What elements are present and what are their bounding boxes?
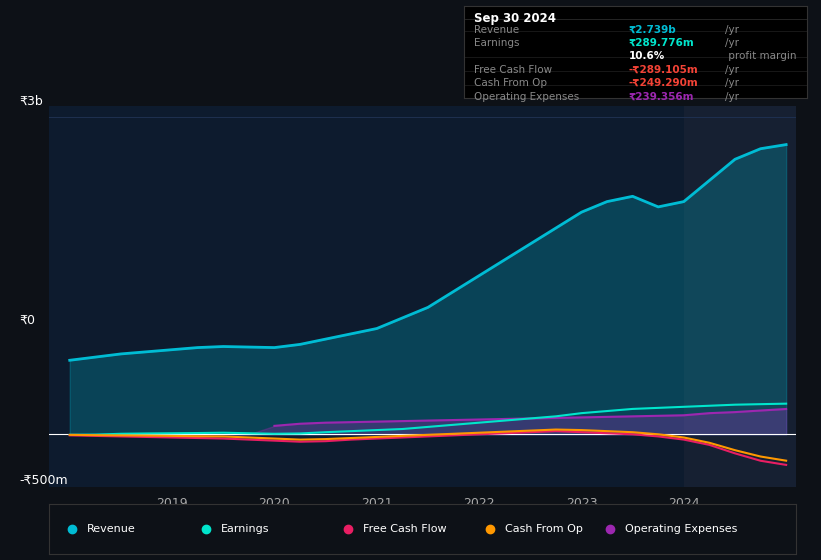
Text: ₹239.356m: ₹239.356m: [629, 91, 694, 101]
Text: Cash From Op: Cash From Op: [505, 524, 583, 534]
Text: -₹500m: -₹500m: [20, 474, 68, 487]
Text: -₹289.105m: -₹289.105m: [629, 65, 699, 74]
Text: Operating Expenses: Operating Expenses: [475, 91, 580, 101]
Text: profit margin: profit margin: [725, 51, 796, 61]
Text: ₹3b: ₹3b: [20, 95, 44, 108]
Text: Revenue: Revenue: [87, 524, 135, 534]
Text: Earnings: Earnings: [475, 38, 520, 48]
Text: Cash From Op: Cash From Op: [475, 78, 547, 88]
Text: /yr: /yr: [725, 91, 739, 101]
Text: Operating Expenses: Operating Expenses: [625, 524, 737, 534]
Text: /yr: /yr: [725, 38, 739, 48]
Text: Revenue: Revenue: [475, 25, 520, 35]
Text: /yr: /yr: [725, 25, 739, 35]
Text: Free Cash Flow: Free Cash Flow: [363, 524, 447, 534]
Text: -₹249.290m: -₹249.290m: [629, 78, 699, 88]
Text: 10.6%: 10.6%: [629, 51, 665, 61]
Text: Earnings: Earnings: [221, 524, 269, 534]
Bar: [684, 106, 796, 487]
Text: ₹0: ₹0: [20, 314, 35, 327]
Text: /yr: /yr: [725, 78, 739, 88]
Text: Sep 30 2024: Sep 30 2024: [475, 12, 556, 25]
Text: /yr: /yr: [725, 65, 739, 74]
Text: ₹289.776m: ₹289.776m: [629, 38, 695, 48]
Text: ₹2.739b: ₹2.739b: [629, 25, 677, 35]
Text: Free Cash Flow: Free Cash Flow: [475, 65, 553, 74]
